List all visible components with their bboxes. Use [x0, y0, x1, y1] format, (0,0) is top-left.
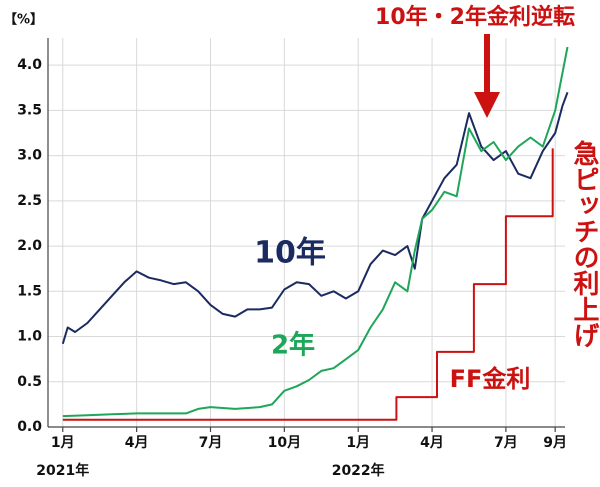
series-line [62, 148, 554, 421]
x-tick-label: 10月 [268, 435, 301, 451]
year-label: 2022年 [332, 462, 385, 479]
arrow-head [474, 92, 500, 118]
year-label: 2021年 [36, 462, 89, 479]
series-label: 10年 [254, 236, 326, 271]
x-tick-label: 1月 [51, 435, 75, 451]
x-tick-label: 4月 [125, 435, 149, 451]
series-label: 2年 [271, 330, 315, 361]
annotation: 10年・2年金利逆転 [375, 4, 575, 30]
x-tick-label: 7月 [199, 435, 223, 451]
x-tick-label: 4月 [420, 435, 444, 451]
x-tick-label: 1月 [346, 435, 370, 451]
x-tick-label: 9月 [543, 435, 567, 451]
y-tick-label: 2.5 [17, 193, 42, 209]
unit-label: 【%】 [4, 12, 43, 28]
series-label: FF金利 [450, 365, 531, 393]
y-tick-label: 1.5 [17, 283, 42, 299]
series-line [61, 91, 569, 345]
series-line [62, 46, 569, 418]
y-tick-label: 1.0 [17, 329, 42, 345]
y-tick-label: 4.0 [17, 57, 42, 73]
y-tick-label: 0.5 [17, 374, 42, 390]
annotation: 急ピッチの利上げ [569, 140, 599, 348]
y-tick-label: 3.0 [17, 148, 42, 164]
x-tick-label: 7月 [494, 435, 518, 451]
y-tick-label: 2.0 [17, 238, 42, 254]
y-tick-label: 0.0 [17, 419, 42, 435]
y-tick-label: 3.5 [17, 102, 42, 118]
